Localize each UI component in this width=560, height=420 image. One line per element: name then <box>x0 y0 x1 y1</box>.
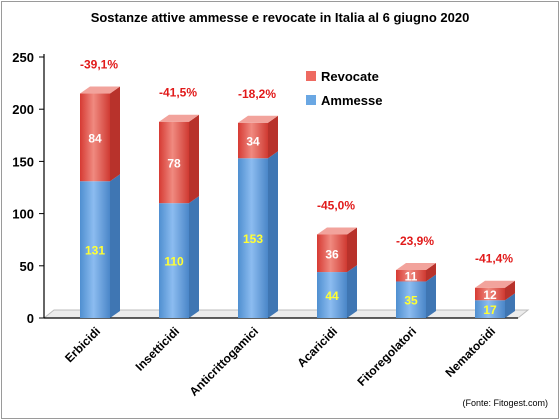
bar-top <box>80 86 120 94</box>
bar-revocate <box>317 234 347 273</box>
value-label-revocate: 34 <box>246 135 260 149</box>
bar-top <box>396 262 436 270</box>
bar-side-ammesse <box>189 196 199 318</box>
y-tick-label: 100 <box>12 207 34 222</box>
bar-side-ammesse <box>268 151 278 318</box>
source-note: (Fonte: Fitogest.com) <box>462 398 548 408</box>
y-tick-label: 0 <box>27 311 34 326</box>
bar-ammesse <box>317 272 347 318</box>
chart-title: Sostanze attive ammesse e revocate in It… <box>91 10 470 25</box>
bar-side-revocate <box>110 86 120 182</box>
percent-annotation: -41,5% <box>159 86 197 100</box>
bar-revocate <box>475 287 505 301</box>
percent-annotation: -45,0% <box>317 198 355 212</box>
bar-side-revocate <box>268 115 278 159</box>
y-tick-label: 250 <box>12 50 34 65</box>
value-label-revocate: 11 <box>405 270 418 284</box>
bar-top <box>317 227 357 235</box>
bar-top <box>238 115 278 123</box>
legend: Revocate Ammesse <box>306 69 382 108</box>
legend-label-ammesse: Ammesse <box>321 93 382 108</box>
bar-ammesse <box>238 158 268 318</box>
bar-side-ammesse <box>110 174 120 318</box>
data-labels-group: 131 84 -39,1% 110 78 -41,5% 153 34 -18,2% 44 36 -45… <box>80 58 513 318</box>
value-label-ammesse: 35 <box>404 294 418 308</box>
bar-side-ammesse <box>505 293 515 318</box>
percent-annotation: -41,4% <box>475 252 513 266</box>
legend-label-revocate: Revocate <box>321 69 379 84</box>
bar-ammesse <box>475 300 505 318</box>
bar-side-revocate <box>347 227 357 273</box>
y-axis: 0 50 100 150 200 250 <box>12 50 518 326</box>
value-label-ammesse: 44 <box>325 289 339 303</box>
x-tick-label: Insetticidi <box>133 324 183 374</box>
bars-group <box>80 86 515 318</box>
percent-annotation: -39,1% <box>80 58 118 72</box>
bar-top <box>159 114 199 122</box>
value-label-ammesse: 131 <box>85 244 105 258</box>
value-label-revocate: 36 <box>325 247 339 261</box>
legend-swatch-ammesse <box>306 95 316 105</box>
x-tick-label: Erbicidi <box>62 324 103 365</box>
percent-annotation: -23,9% <box>396 234 434 248</box>
bar-side-revocate <box>505 280 515 301</box>
y-tick-label: 150 <box>12 154 34 169</box>
x-tick-label: Acaricidi <box>294 324 340 370</box>
value-label-revocate: 78 <box>167 156 181 170</box>
bar-revocate <box>159 121 189 204</box>
bar-revocate <box>80 93 110 182</box>
bar-ammesse <box>396 281 426 318</box>
value-label-ammesse: 153 <box>243 232 263 246</box>
value-label-ammesse: 17 <box>483 303 497 317</box>
bar-revocate <box>238 122 268 159</box>
bar-side-revocate <box>426 262 436 282</box>
percent-annotation: -18,2% <box>238 87 276 101</box>
bar-side-ammesse <box>347 265 357 318</box>
x-tick-label: Fitoregolatori <box>355 324 420 389</box>
bar-ammesse <box>159 203 189 318</box>
value-label-ammesse: 110 <box>164 255 184 269</box>
bar-side-ammesse <box>426 274 436 318</box>
x-tick-label: Nematocidi <box>442 324 498 380</box>
bar-side-revocate <box>189 114 199 204</box>
value-label-revocate: 84 <box>88 131 102 145</box>
y-tick-label: 50 <box>20 259 34 274</box>
value-label-revocate: 12 <box>483 288 497 302</box>
y-tick-label: 200 <box>12 102 34 117</box>
x-tick-label: Anticrittogamici <box>187 324 261 398</box>
bar-revocate <box>396 269 426 282</box>
bar-ammesse <box>80 181 110 318</box>
legend-swatch-revocate <box>306 71 316 81</box>
bar-top <box>475 280 515 288</box>
x-axis-labels: Erbicidi Insetticidi Anticrittogamici Acari… <box>62 324 498 398</box>
